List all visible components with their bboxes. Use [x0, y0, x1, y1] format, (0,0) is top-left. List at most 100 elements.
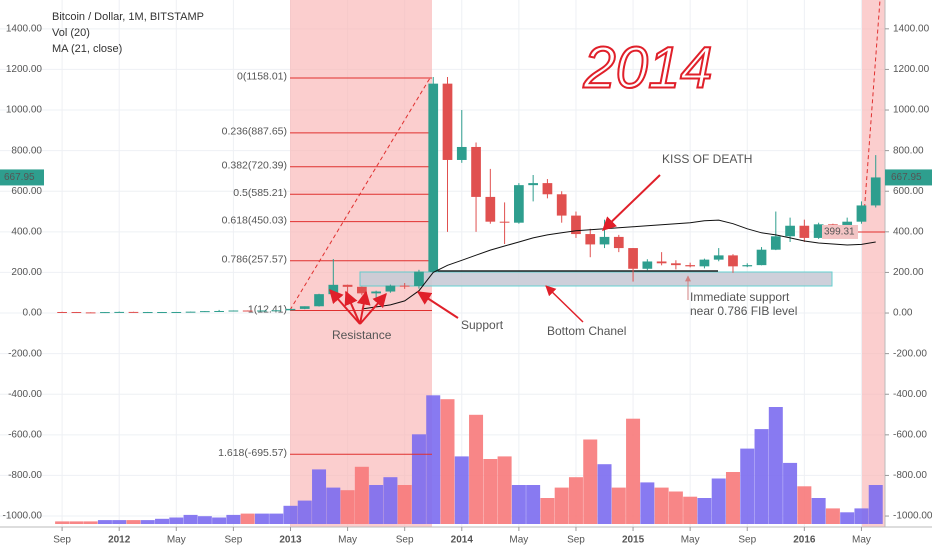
fib-label: 0(1158.01): [237, 71, 287, 83]
volume-bar: [226, 514, 241, 524]
volume-bar: [297, 500, 312, 524]
volume-bar: [611, 487, 626, 524]
candle-body: [556, 194, 567, 216]
candle-body: [571, 215, 581, 235]
axes: -1000.00 -1000.00 -800.00 -800.00 -600.00 -60…: [0, 23, 932, 546]
candle-body: [85, 312, 96, 314]
candle-body: [642, 261, 653, 269]
candle-body: [613, 236, 624, 249]
volume-bar: [783, 462, 798, 524]
volume-bar: [254, 513, 269, 524]
candle-body: [114, 311, 125, 313]
candle-body: [799, 225, 810, 238]
volume-bar: [97, 520, 112, 524]
highlight-zone: [290, 0, 432, 527]
volume-bar: [825, 508, 840, 524]
price-tag-label: 667.95: [891, 172, 922, 183]
volume-bar: [426, 395, 441, 524]
candle-body: [742, 265, 753, 267]
y-tick-label: 0.00: [23, 308, 43, 319]
arrow: [356, 290, 371, 325]
candle-body: [142, 312, 153, 314]
candle-body: [199, 311, 210, 313]
x-tick-label: May: [852, 535, 871, 546]
candle-body: [414, 271, 424, 287]
volume-bar: [283, 505, 298, 524]
x-tick-label: Sep: [224, 535, 242, 546]
x-tick-label: 2013: [279, 535, 302, 546]
y-tick-label: -1000.00: [3, 511, 43, 522]
legend-title: Bitcoin / Dollar, 1M, BITSTAMP: [52, 11, 204, 23]
volume-bar: [340, 490, 355, 524]
candle-body: [485, 196, 496, 222]
volume-bar: [155, 518, 170, 524]
y-tick-label: 400.00: [893, 226, 924, 237]
candle-body: [656, 261, 667, 264]
price-tag: [885, 169, 932, 186]
annotation: Support: [461, 318, 504, 332]
volume-bar: [697, 498, 712, 524]
candle-body: [756, 249, 767, 266]
volume-bar: [383, 477, 398, 524]
volume-bar: [312, 469, 327, 524]
annotation: KISS OF DEATH: [662, 152, 752, 166]
handwritten-note: 2014: [582, 35, 712, 100]
fib-label: 1(12.41): [248, 303, 287, 315]
candle-body: [399, 285, 410, 287]
volume-bar: [811, 498, 826, 524]
y-tick-label: -200.00: [893, 348, 927, 359]
candle-body: [699, 259, 710, 267]
y-tick-label: 1200.00: [893, 64, 930, 75]
candle-body: [856, 205, 867, 222]
volume-bar: [768, 407, 783, 524]
candle-body: [385, 285, 396, 292]
candle-body: [428, 83, 439, 272]
candle-body: [157, 312, 167, 314]
x-tick-label: Sep: [738, 535, 756, 546]
fib-label: 0.786(257.57): [222, 254, 287, 266]
candle-body: [456, 146, 467, 160]
volume-bar: [69, 521, 84, 524]
y-tick-label: 600.00: [893, 186, 924, 197]
volume-bar: [540, 498, 555, 524]
candle-body: [100, 312, 110, 314]
volume-bar: [483, 459, 498, 524]
volume-bar: [511, 485, 526, 524]
candle-body: [257, 310, 267, 312]
volume-pane: [55, 395, 883, 524]
annotation: Resistance: [332, 328, 392, 342]
candle-body: [542, 183, 553, 195]
volume-bar: [854, 508, 869, 524]
volume-bar: [369, 485, 384, 524]
y-tick-label: -800.00: [893, 470, 927, 481]
volume-bar: [169, 517, 184, 524]
y-tick-label: 1000.00: [893, 105, 930, 116]
volume-bar: [497, 456, 512, 524]
volume-bar: [454, 456, 469, 524]
fib-label: 1.618(-695.57): [218, 447, 287, 459]
arrow: [344, 290, 361, 325]
volume-bar: [654, 487, 669, 524]
volume-bar: [683, 496, 698, 524]
volume-bar: [868, 485, 883, 524]
y-tick-label: 1200.00: [6, 64, 43, 75]
volume-bar: [640, 482, 655, 524]
volume-bar: [354, 466, 369, 524]
volume-bar: [240, 513, 255, 524]
candle-body: [713, 255, 724, 260]
arrow: [359, 292, 387, 325]
candles: [57, 76, 881, 314]
y-tick-label: -600.00: [893, 429, 927, 440]
candle-body: [57, 311, 67, 313]
candle-body: [285, 308, 296, 311]
fib-label: 0.382(720.39): [222, 160, 287, 172]
ma-tag: [822, 224, 858, 239]
y-tick-label: 1000.00: [6, 105, 43, 116]
x-tick-label: May: [167, 535, 186, 546]
fib-label: 0.236(887.65): [222, 126, 287, 138]
candle-body: [442, 83, 453, 160]
candle-body: [813, 224, 824, 238]
volume-bar: [269, 513, 284, 524]
y-tick-label: 400.00: [11, 226, 42, 237]
